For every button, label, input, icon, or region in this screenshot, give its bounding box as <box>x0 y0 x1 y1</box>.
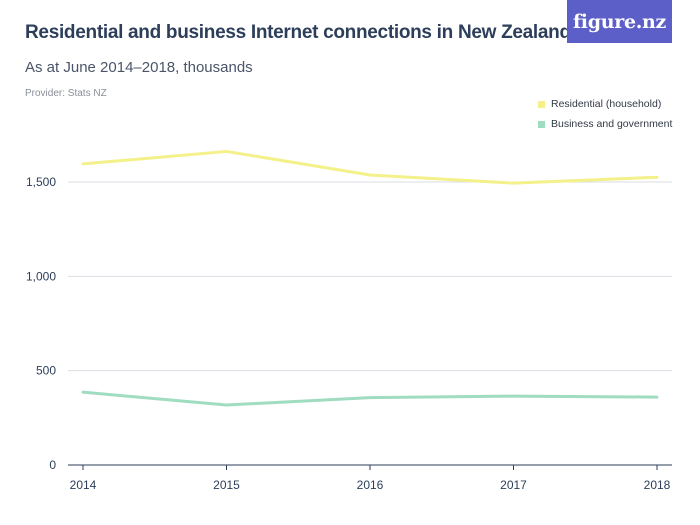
y-tick-label: 0 <box>49 458 56 472</box>
y-tick-label: 1,500 <box>26 175 56 189</box>
legend-swatch-residential <box>538 100 545 108</box>
y-tick-label: 1,000 <box>26 269 56 283</box>
series-line-residential <box>81 149 659 185</box>
figure-nz-logo[interactable]: figure.nz <box>567 0 672 43</box>
legend-item-residential: Residential (household) <box>538 94 672 114</box>
y-tick-label: 500 <box>36 364 56 378</box>
x-tick-label: 2014 <box>70 478 97 492</box>
legend-label-residential: Residential (household) <box>551 98 662 110</box>
x-axis: 2014 2015 2016 2017 2018 <box>68 464 672 492</box>
gridlines <box>68 181 672 372</box>
series-lines <box>81 149 659 407</box>
series-line-business <box>81 390 659 407</box>
x-tick-label: 2018 <box>644 478 671 492</box>
x-tick-label: 2015 <box>213 478 240 492</box>
chart-legend: Residential (household) Business and gov… <box>538 94 672 134</box>
provider-label: Provider: Stats NZ <box>25 88 107 99</box>
legend-swatch-business <box>538 120 545 128</box>
y-axis: 0 500 1,000 1,500 <box>26 175 56 472</box>
chart-title: Residential and business Internet connec… <box>25 22 571 43</box>
x-tick-label: 2017 <box>500 478 527 492</box>
chart-subtitle: As at June 2014–2018, thousands <box>25 59 253 76</box>
x-tick-label: 2016 <box>357 478 384 492</box>
logo-text: figure.nz <box>572 10 667 33</box>
legend-item-business: Business and government <box>538 114 672 134</box>
legend-label-business: Business and government <box>551 118 673 130</box>
